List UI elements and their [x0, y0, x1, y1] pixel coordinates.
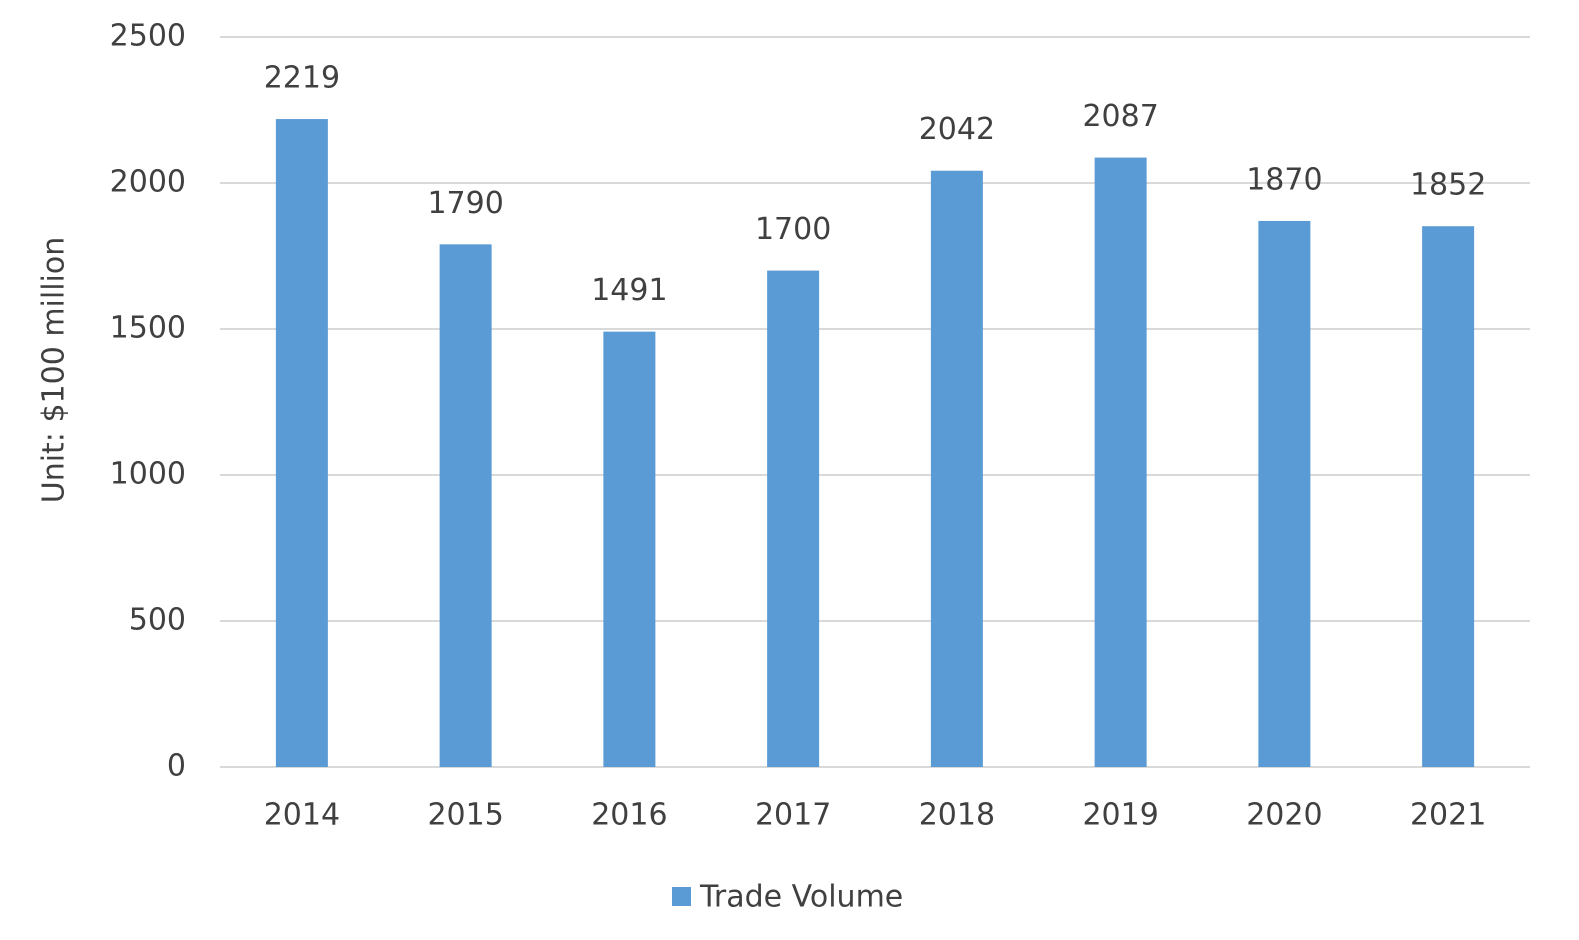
y-tick-label: 1500 [110, 311, 186, 346]
bar [603, 331, 656, 767]
data-label: 1870 [1246, 162, 1322, 197]
x-tick-label: 2020 [1246, 798, 1322, 833]
y-tick-label: 2500 [110, 19, 186, 54]
data-label: 1852 [1410, 168, 1486, 203]
bar [275, 119, 328, 767]
y-axis-label: Unit: $100 million [37, 237, 72, 504]
bar [767, 270, 820, 767]
x-tick-label: 2021 [1410, 798, 1486, 833]
x-tick-label: 2014 [264, 798, 340, 833]
legend-swatch [672, 887, 691, 906]
y-tick-label: 2000 [110, 165, 186, 200]
data-label: 2087 [1082, 99, 1158, 134]
data-label: 1790 [427, 186, 503, 221]
legend-label: Trade Volume [699, 880, 903, 915]
bar [439, 244, 492, 767]
x-tick-label: 2016 [591, 798, 667, 833]
data-label: 1700 [755, 212, 831, 247]
y-tick-label: 0 [167, 749, 186, 784]
bar [930, 170, 983, 768]
data-label: 2042 [919, 112, 995, 147]
x-tick-label: 2015 [427, 798, 503, 833]
y-tick-label: 1000 [110, 457, 186, 492]
bar [1094, 157, 1147, 767]
data-label: 2219 [264, 61, 340, 96]
x-tick-label: 2017 [755, 798, 831, 833]
x-tick-label: 2019 [1082, 798, 1158, 833]
data-label: 1491 [591, 273, 667, 308]
y-tick-label: 500 [129, 603, 186, 638]
bar [1422, 226, 1475, 767]
bar [1258, 220, 1311, 767]
x-tick-label: 2018 [919, 798, 995, 833]
